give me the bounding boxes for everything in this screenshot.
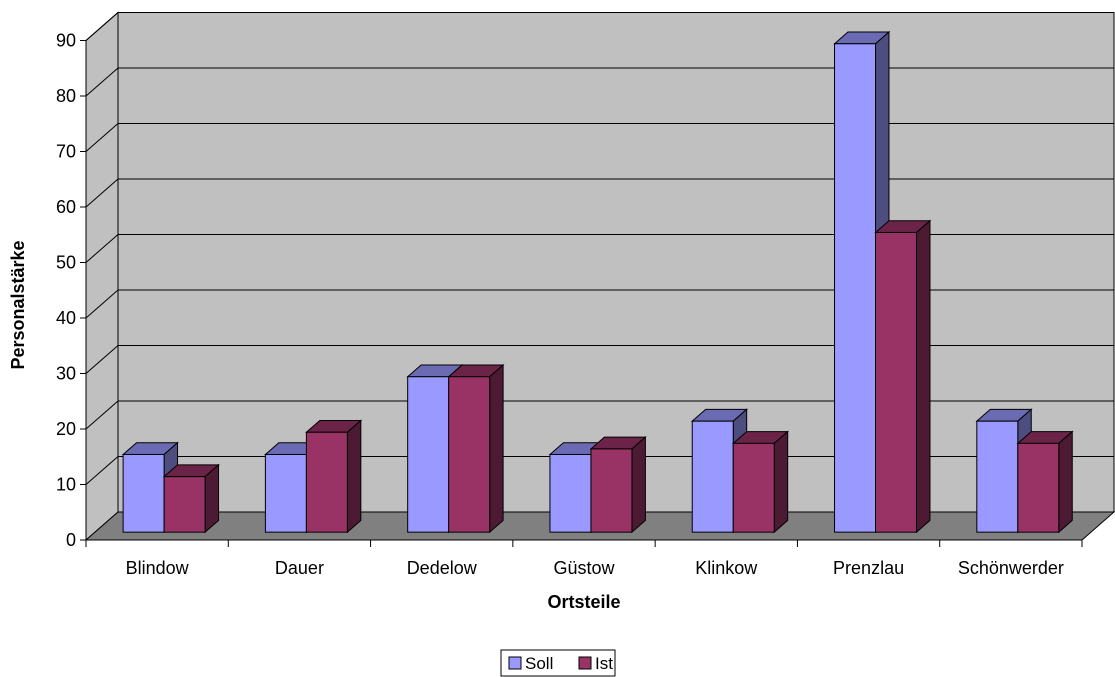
bar-ist-blindow	[162, 463, 220, 534]
gridline	[85, 67, 1114, 97]
legend-item-ist: Ist	[578, 654, 613, 673]
x-tick-label: Klinkow	[695, 558, 758, 578]
bar-side	[773, 430, 789, 534]
gridline	[85, 123, 1114, 152]
y-tick-label: 90	[56, 31, 76, 51]
chart-bars	[121, 30, 1074, 534]
y-tick-label: 20	[56, 419, 76, 439]
chart-axes	[80, 40, 1083, 547]
bar-front	[590, 448, 633, 533]
gridline	[85, 12, 1114, 41]
bar-front	[875, 231, 918, 533]
bar-side	[1058, 430, 1073, 534]
y-axis-title: Personalstärke	[8, 240, 28, 369]
bar-front	[976, 420, 1019, 533]
bar-front	[448, 376, 491, 533]
bar-front	[122, 453, 165, 533]
bar-front	[264, 453, 307, 533]
bar-ist-prenzlau	[874, 219, 932, 534]
bar-ist-klinkow	[731, 430, 790, 534]
bar-front	[549, 453, 592, 533]
chart-gridlines	[85, 12, 1114, 485]
legend-label: Ist	[595, 654, 613, 673]
y-tick-label: 60	[56, 197, 76, 217]
y-tick-label: 0	[66, 530, 76, 550]
y-tick-label: 30	[56, 364, 76, 384]
gridline	[85, 345, 1114, 374]
x-tick-label: Güstow	[553, 558, 615, 578]
bar-ist-schönwerder	[1016, 430, 1074, 534]
y-tick-label: 80	[56, 86, 76, 106]
gridline	[85, 289, 1114, 319]
legend-swatch	[578, 656, 592, 670]
bar-front	[1017, 442, 1060, 533]
bar-front	[407, 376, 450, 533]
bar-front	[163, 476, 206, 533]
bar-front	[732, 442, 775, 533]
x-tick-label: Prenzlau	[833, 558, 904, 578]
legend: Soll Ist	[500, 649, 616, 677]
bar-side	[204, 463, 220, 534]
bar-side	[631, 436, 646, 534]
y-tick-label: 40	[56, 308, 76, 328]
gridline	[85, 178, 1114, 208]
bar-side	[346, 419, 362, 534]
gridline	[85, 400, 1114, 430]
legend-item-soll: Soll	[508, 654, 553, 673]
bar-side	[489, 363, 504, 534]
x-tick-label: Schönwerder	[958, 558, 1064, 578]
gridline	[85, 234, 1114, 263]
x-tick-label: Dedelow	[407, 558, 478, 578]
y-tick-label: 70	[56, 142, 76, 162]
bar-ist-dedelow	[447, 363, 505, 534]
bar-front	[305, 431, 348, 533]
bar-front	[834, 43, 877, 533]
x-axis-title: Ortsteile	[547, 592, 620, 612]
x-tick-label: Blindow	[126, 558, 190, 578]
y-tick-label: 50	[56, 253, 76, 273]
legend-label: Soll	[525, 654, 553, 673]
x-tick-label: Dauer	[275, 558, 324, 578]
bar-ist-dauer	[305, 419, 363, 534]
bar-side	[916, 219, 931, 534]
bar-ist-güstow	[589, 436, 647, 534]
legend-swatch	[508, 656, 522, 670]
y-tick-label: 10	[56, 475, 76, 495]
bar-front	[691, 420, 734, 533]
chart-labels: 0 10 20 30 40 50 60 70 80 90 Blindow Dauer Dedelow Gü…	[56, 31, 1064, 579]
